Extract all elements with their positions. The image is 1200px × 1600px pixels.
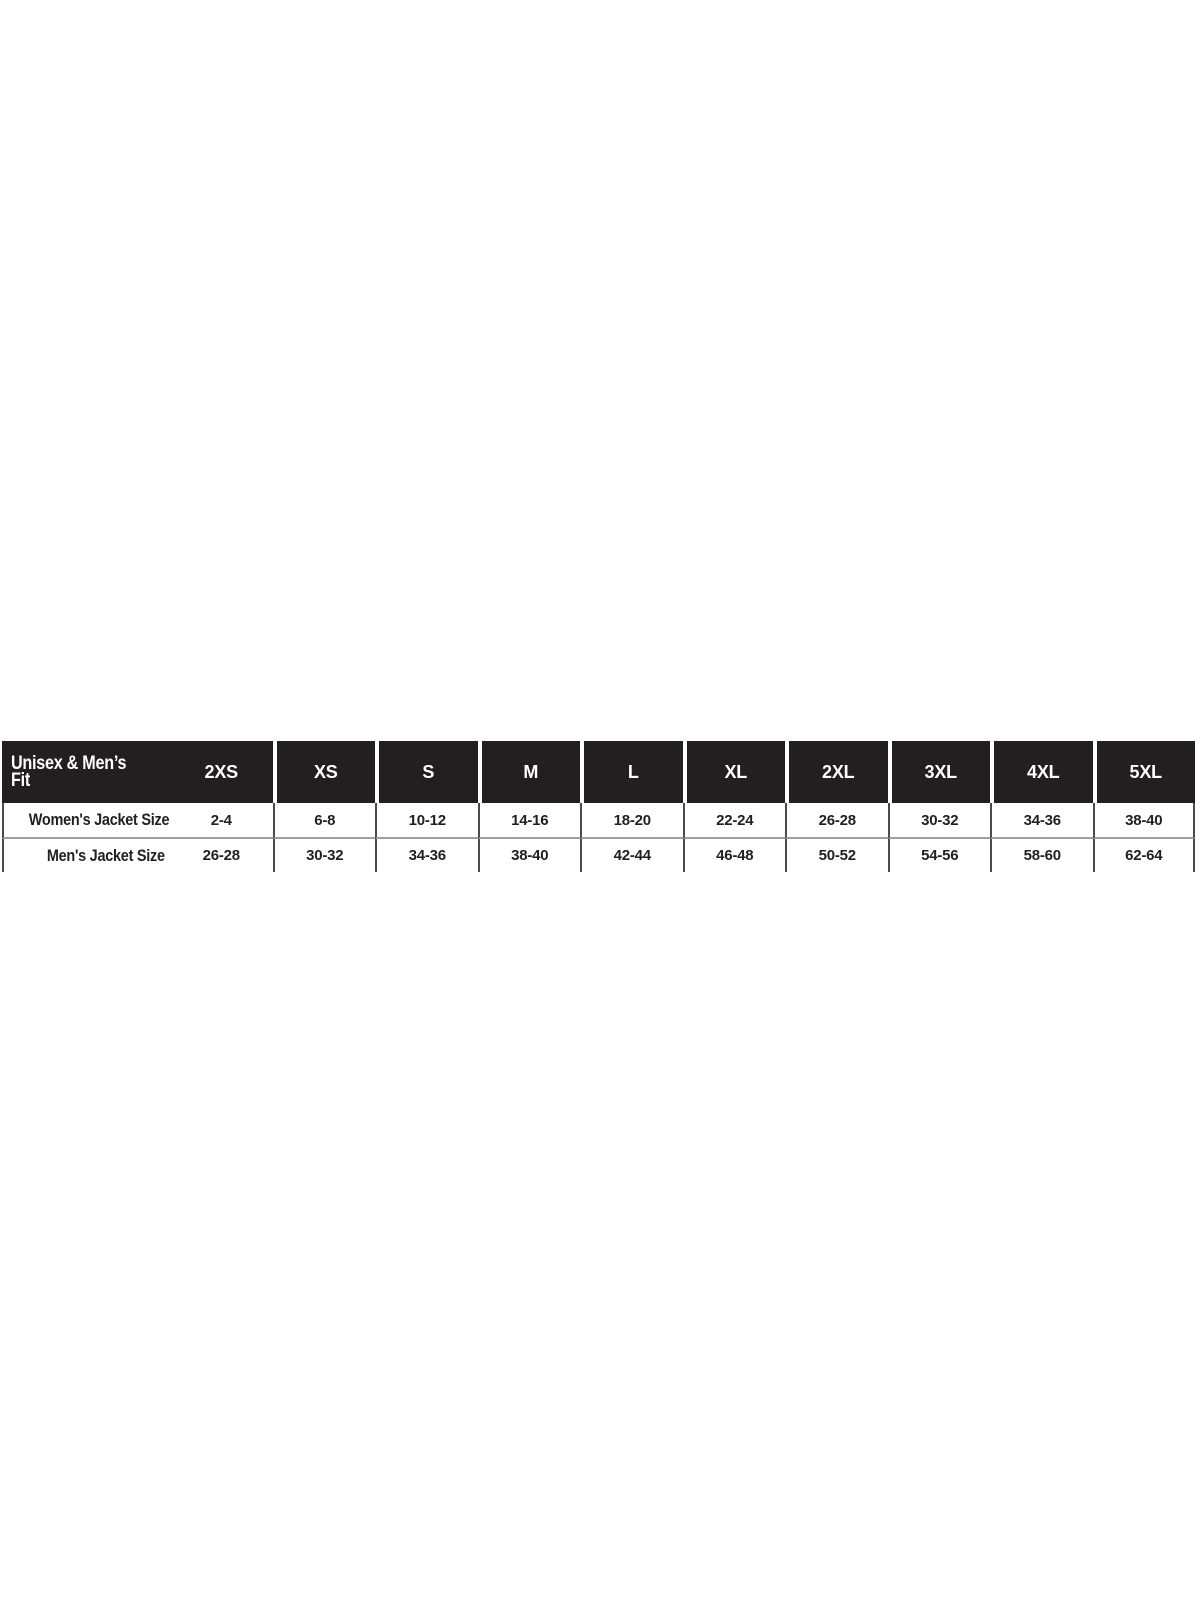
mens-value-3xl: 54-56 [887, 839, 990, 872]
column-header-xl: XL [682, 741, 785, 803]
womens-value-2xl: 26-28 [785, 803, 888, 839]
mens-value-m: 38-40 [477, 839, 580, 872]
column-header-2xs: 2XS [170, 741, 273, 803]
column-header-3xl: 3XL [887, 741, 990, 803]
header-row: Unisex & Men’s Fit 2XS XS S M L XL 2XL 3… [2, 741, 1195, 803]
row-label-mens: Men's Jacket Size [2, 839, 170, 872]
column-header-xs: XS [272, 741, 375, 803]
column-header-m: M [477, 741, 580, 803]
mens-value-5xl: 62-64 [1092, 839, 1195, 872]
mens-value-2xl: 50-52 [785, 839, 888, 872]
mens-value-l: 42-44 [580, 839, 683, 872]
mens-value-xs: 30-32 [272, 839, 375, 872]
womens-value-s: 10-12 [375, 803, 478, 839]
corner-header-label: Unisex & Men’s Fit [11, 753, 127, 791]
mens-value-2xs: 26-28 [170, 839, 273, 872]
womens-value-3xl: 30-32 [887, 803, 990, 839]
mens-value-s: 34-36 [375, 839, 478, 872]
column-header-l: L [580, 741, 683, 803]
row-label-womens: Women's Jacket Size [2, 803, 170, 839]
column-header-s: S [375, 741, 478, 803]
size-chart-header: Unisex & Men’s Fit 2XS XS S M L XL 2XL 3… [2, 741, 1195, 803]
mens-jacket-size-row: Men's Jacket Size 26-28 30-32 34-36 38-4… [2, 839, 1195, 872]
mens-value-xl: 46-48 [682, 839, 785, 872]
womens-value-2xs: 2-4 [170, 803, 273, 839]
womens-jacket-size-row: Women's Jacket Size 2-4 6-8 10-12 14-16 … [2, 803, 1195, 839]
womens-value-xl: 22-24 [682, 803, 785, 839]
womens-value-xs: 6-8 [272, 803, 375, 839]
column-header-5xl: 5XL [1092, 741, 1195, 803]
size-chart-body: Women's Jacket Size 2-4 6-8 10-12 14-16 … [2, 803, 1195, 872]
womens-value-m: 14-16 [477, 803, 580, 839]
mens-value-4xl: 58-60 [990, 839, 1093, 872]
womens-value-5xl: 38-40 [1092, 803, 1195, 839]
womens-value-4xl: 34-36 [990, 803, 1093, 839]
womens-value-l: 18-20 [580, 803, 683, 839]
corner-header-cell: Unisex & Men’s Fit [2, 741, 170, 803]
column-header-2xl: 2XL [785, 741, 888, 803]
size-chart-table: Unisex & Men’s Fit 2XS XS S M L XL 2XL 3… [2, 741, 1195, 872]
column-header-4xl: 4XL [990, 741, 1093, 803]
